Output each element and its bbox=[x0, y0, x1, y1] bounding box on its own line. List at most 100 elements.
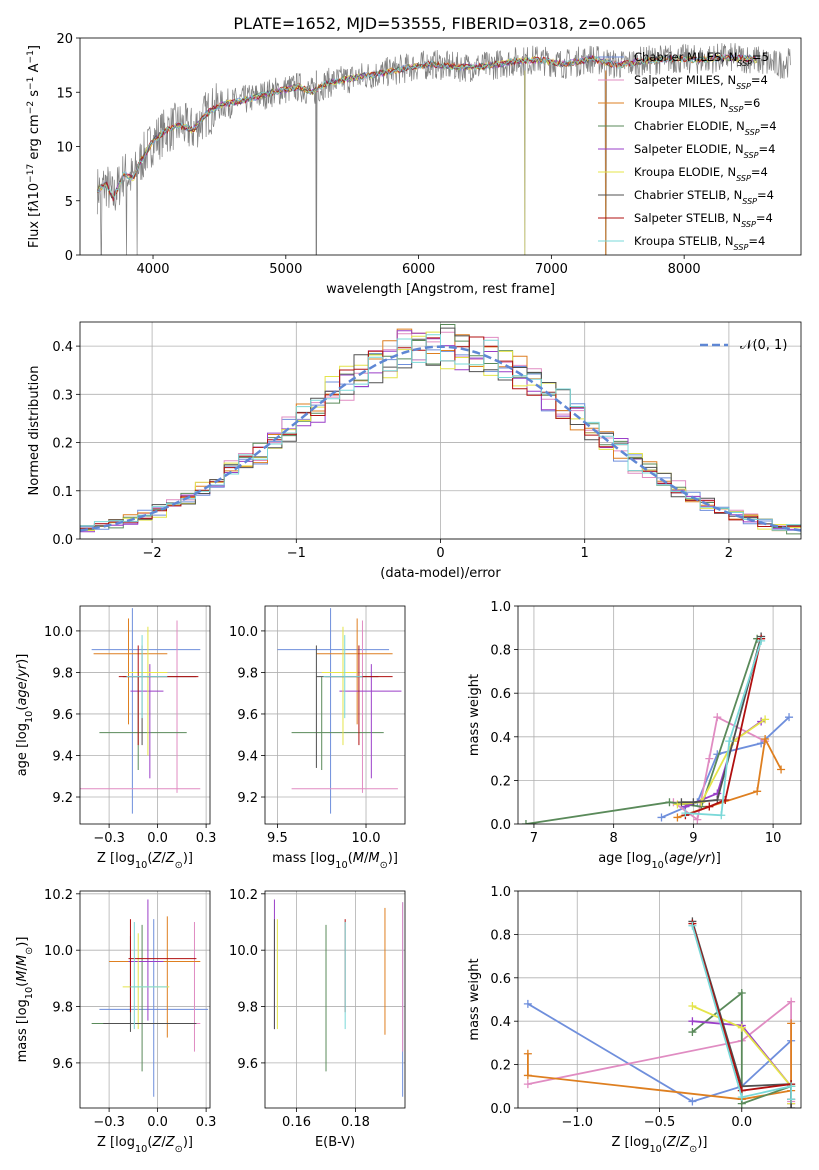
panel-spectrum: 4000 5000 6000 7000 8000 0 5 10 15 20 wavelength [… bbox=[26, 32, 802, 297]
x-tick-label: −1 bbox=[287, 546, 306, 561]
x-axis-label: (data-model)/error bbox=[380, 566, 501, 581]
spectrum-legend: Chabrier MILES, NSSP=5 Salpeter MILES, NS… bbox=[598, 50, 777, 252]
plot-area bbox=[96, 43, 791, 255]
panel-z-age: −0.3 0.0 0.3 9.2 9.4 9.6 9.8 10.0 Z [log10(Z/Z⊙)… bbox=[15, 605, 216, 871]
y-axis-label: Flux [fλ10−17 erg cm−2 s−1 A−1] bbox=[26, 45, 42, 248]
y-tick-label: 1.0 bbox=[490, 885, 511, 900]
x-tick-label: 0.3 bbox=[196, 1115, 217, 1130]
weight-marker bbox=[737, 1023, 746, 1032]
x-tick-label: −2 bbox=[143, 546, 162, 561]
legend-entry: Chabrier ELODIE, NSSP=4 bbox=[634, 119, 777, 137]
y-tick-label: 9.2 bbox=[52, 791, 73, 806]
panel-z-mass: −0.3 0.0 0.3 9.6 9.8 10.0 10.2 Z [log10(Z/Z⊙)] m… bbox=[15, 888, 216, 1155]
spectrum-data-line bbox=[96, 43, 791, 255]
model-line-8 bbox=[97, 53, 757, 199]
y-tick-label: 0.2 bbox=[490, 1059, 511, 1074]
weight-marker bbox=[737, 1093, 746, 1102]
x-tick-label: 9 bbox=[689, 831, 697, 846]
weight-marker bbox=[753, 787, 762, 796]
weight-marker bbox=[787, 1082, 796, 1091]
y-tick-label: 0.2 bbox=[490, 774, 511, 789]
x-axis-label: Z [log10(Z/Z⊙)] bbox=[97, 1135, 193, 1155]
weight-marker bbox=[523, 999, 532, 1008]
weight-marker bbox=[705, 754, 714, 763]
y-tick-label: 10.0 bbox=[229, 625, 258, 640]
weight-marker bbox=[677, 798, 686, 807]
weight-marker bbox=[523, 1071, 532, 1080]
y-axis-label: mass [log10(M/M⊙)] bbox=[15, 937, 35, 1063]
y-tick-label: 10.2 bbox=[229, 888, 258, 903]
x-axis-label: Z [log10(Z/Z⊙)] bbox=[97, 851, 193, 871]
x-tick-label: 8000 bbox=[668, 262, 701, 277]
y-tick-label: 0.0 bbox=[490, 1102, 511, 1117]
y-tick-label: 9.8 bbox=[52, 1001, 73, 1016]
x-tick-label: −0.5 bbox=[644, 1115, 676, 1130]
weight-marker bbox=[737, 988, 746, 997]
y-axis-label: mass weight bbox=[467, 674, 482, 756]
weight-marker bbox=[777, 765, 786, 774]
x-tick-label: 0.18 bbox=[341, 1115, 370, 1130]
legend-entry: Chabrier MILES, NSSP=5 bbox=[634, 50, 769, 68]
y-axis-label: age [log10(age/yr)] bbox=[15, 654, 35, 777]
plot-area bbox=[273, 899, 404, 1097]
y-tick-label: 5 bbox=[65, 195, 73, 210]
y-tick-label: 0.6 bbox=[490, 687, 511, 702]
x-tick-label: 10 bbox=[765, 831, 782, 846]
weight-marker bbox=[688, 1002, 697, 1011]
plot-area bbox=[91, 899, 209, 1097]
y-tick-label: 0.4 bbox=[490, 1015, 511, 1030]
weight-marker bbox=[787, 1104, 796, 1108]
x-axis-label: Z [log10(Z/Z⊙)] bbox=[612, 1135, 708, 1155]
weight-marker bbox=[523, 1049, 532, 1058]
plot-area bbox=[80, 608, 201, 814]
weight-marker bbox=[725, 737, 734, 746]
x-axis-label: age [log10(age/yr)] bbox=[598, 851, 721, 871]
y-tick-label: 10.0 bbox=[44, 944, 73, 959]
x-tick-label: 6000 bbox=[402, 262, 435, 277]
weight-line-6 bbox=[681, 636, 762, 804]
y-tick-label: 0.0 bbox=[52, 533, 73, 548]
plot-area bbox=[523, 917, 796, 1108]
axes-frame bbox=[79, 37, 802, 256]
y-axis-label: Normed distribution bbox=[27, 366, 42, 496]
model-line-5 bbox=[96, 54, 758, 198]
panel-z-weight: −1.0 −0.5 0.0 0.0 0.2 0.4 0.6 0.8 1.0 Z [log10(Z/… bbox=[467, 885, 802, 1155]
y-tick-label: 0.8 bbox=[490, 644, 511, 659]
weight-marker bbox=[705, 802, 714, 811]
y-tick-label: 20 bbox=[56, 32, 73, 47]
y-tick-label: 10.0 bbox=[229, 944, 258, 959]
x-tick-label: 7 bbox=[530, 831, 538, 846]
y-tick-label: 0.6 bbox=[490, 972, 511, 987]
y-tick-label: 1.0 bbox=[490, 600, 511, 615]
weight-marker bbox=[761, 715, 770, 724]
x-tick-label: 10.0 bbox=[352, 831, 381, 846]
weight-line-7 bbox=[685, 638, 762, 817]
weight-marker bbox=[787, 1019, 796, 1028]
x-axis-label: E(B-V) bbox=[315, 1135, 355, 1150]
axes-frame bbox=[264, 605, 406, 825]
weight-marker bbox=[688, 1028, 697, 1037]
weight-marker bbox=[689, 798, 698, 807]
weight-line-5 bbox=[677, 718, 766, 806]
gaussian-curve bbox=[80, 345, 801, 532]
y-axis-label: mass weight bbox=[467, 958, 482, 1040]
weight-line-8 bbox=[685, 640, 762, 817]
legend-entry: Salpeter MILES, NSSP=4 bbox=[634, 73, 768, 91]
x-tick-label: 0 bbox=[436, 546, 444, 561]
x-tick-label: 9.5 bbox=[267, 831, 288, 846]
weight-marker bbox=[693, 815, 702, 824]
panel-age-weight: 7 8 9 10 0.0 0.2 0.4 0.6 0.8 1.0 age [log10(age/yr… bbox=[467, 600, 802, 871]
y-tick-label: 0.4 bbox=[490, 731, 511, 746]
x-axis-label: mass [log10(M/M⊙)] bbox=[272, 851, 398, 871]
x-tick-label: 1 bbox=[581, 546, 589, 561]
axes-frame bbox=[517, 890, 802, 1109]
weight-marker bbox=[757, 636, 766, 645]
y-tick-label: 0.8 bbox=[490, 928, 511, 943]
weight-marker bbox=[665, 798, 674, 807]
x-tick-label: 8 bbox=[610, 831, 618, 846]
y-tick-label: 9.4 bbox=[237, 749, 258, 764]
y-tick-label: 9.8 bbox=[52, 666, 73, 681]
weight-line-8 bbox=[691, 925, 792, 1100]
x-tick-label: 5000 bbox=[269, 262, 302, 277]
